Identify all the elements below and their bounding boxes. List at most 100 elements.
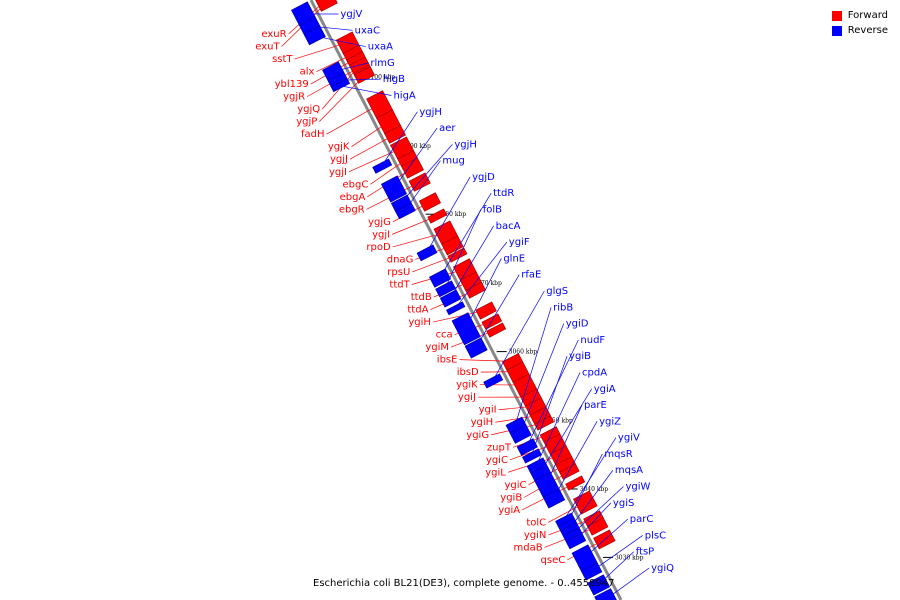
reverse-gene-arrow[interactable] xyxy=(594,588,618,600)
gene-label: ygjV xyxy=(340,9,362,20)
gene-label: ygjI xyxy=(372,229,390,240)
gene-label: ygiC xyxy=(486,455,508,466)
genome-axis xyxy=(309,0,623,600)
reverse-gene-arrow[interactable] xyxy=(542,488,566,509)
gene-label: cpdA xyxy=(582,367,607,378)
genome-caption: Escherichia coli BL21(DE3), complete gen… xyxy=(313,578,615,589)
gene-label: glnE xyxy=(503,253,525,264)
reverse-gene-arrow[interactable] xyxy=(416,244,438,262)
gene-label: mug xyxy=(442,156,464,167)
reverse-gene-arrow[interactable] xyxy=(483,373,504,389)
gene-label: ygiI xyxy=(479,405,497,416)
gene-label: ribB xyxy=(553,302,573,313)
reverse-gene-arrow[interactable] xyxy=(435,280,457,298)
legend: Forward Reverse xyxy=(831,8,888,38)
gene-label: higA xyxy=(393,90,415,101)
gene-label: ebgC xyxy=(343,179,369,190)
reverse-gene-group: ygjVuxaCuxaArlmGhigBhigAygjHaerygjHmugyg… xyxy=(291,1,674,600)
reverse-gene-arrow[interactable] xyxy=(509,424,532,444)
gene-label-leader xyxy=(492,290,545,382)
gene-label-leader xyxy=(480,371,519,373)
gene-label-leader xyxy=(568,470,614,530)
gene-label-leader xyxy=(530,356,568,457)
reverse-gene-arrow[interactable] xyxy=(522,448,542,464)
tick-label: 3100 kbp xyxy=(367,74,396,81)
gene-label-leader xyxy=(308,25,353,31)
gene-label: ygjD xyxy=(472,172,495,183)
reverse-gene-arrow[interactable] xyxy=(429,268,452,288)
gene-label-leader xyxy=(539,388,593,474)
gene-label-leader xyxy=(351,121,390,148)
gene-label-leader xyxy=(604,567,650,600)
gene-label-leader xyxy=(392,215,439,235)
reverse-gene-arrow[interactable] xyxy=(464,337,488,359)
gene-label: qseC xyxy=(541,555,566,566)
gene-label: glgS xyxy=(546,286,568,297)
gene-label: mqsA xyxy=(615,465,643,476)
forward-swatch xyxy=(831,10,842,21)
gene-label-leader xyxy=(514,307,552,426)
reverse-gene-arrow[interactable] xyxy=(516,438,538,456)
gene-label: fadH xyxy=(301,129,325,140)
reverse-gene-arrow[interactable] xyxy=(380,175,408,203)
gene-label-leader xyxy=(392,127,438,190)
gene-label: parE xyxy=(584,400,607,411)
forward-gene-arrow[interactable] xyxy=(315,0,338,12)
gene-label: rfaE xyxy=(521,270,541,281)
gene-label: ygiJ xyxy=(458,392,476,403)
gene-label: ygjI xyxy=(329,167,347,178)
gene-label: ygiQ xyxy=(651,563,674,574)
tick-label: 3040 kbp xyxy=(580,486,609,493)
gene-label-leader xyxy=(535,372,581,467)
gene-label: ygiB xyxy=(500,492,522,503)
gene-label-leader xyxy=(392,231,447,248)
gene-label: mdaB xyxy=(513,542,542,553)
gene-label-leader xyxy=(566,453,603,525)
gene-label: ygiH xyxy=(408,317,431,328)
gene-label-leader xyxy=(332,62,369,73)
gene-label-leader xyxy=(444,209,482,290)
gene-label-leader xyxy=(313,35,366,47)
gene-label-leader xyxy=(552,421,598,500)
gene-label: ygiC xyxy=(504,480,526,491)
gene-label-leader xyxy=(349,133,397,160)
gene-label: ygjK xyxy=(328,142,350,153)
gene-label-leader xyxy=(498,405,537,411)
reverse-gene-arrow[interactable] xyxy=(330,78,351,93)
reverse-gene-arrow[interactable] xyxy=(446,301,466,316)
gene-label: exuT xyxy=(255,42,280,53)
gene-label-leader xyxy=(519,323,565,435)
gene-label: ygiM xyxy=(425,342,449,353)
reverse-gene-arrow[interactable] xyxy=(394,202,416,220)
gene-label-leader xyxy=(412,254,459,273)
gene-label-leader xyxy=(459,359,514,362)
gene-label: ibsD xyxy=(457,367,479,378)
gene-label-leader xyxy=(597,551,634,586)
gene-label: rlmG xyxy=(370,58,394,69)
gene-label: ygjH xyxy=(454,139,477,150)
gene-label: uxaC xyxy=(355,25,380,36)
legend-reverse-label: Reverse xyxy=(847,25,888,36)
gene-label: ygiS xyxy=(613,498,634,509)
gene-label: aer xyxy=(439,123,456,134)
gene-label: ebgA xyxy=(340,192,366,203)
gene-label: ygjR xyxy=(283,92,305,103)
gene-label-leader xyxy=(454,241,508,310)
gene-label: rpoD xyxy=(366,242,391,253)
tick-label: 3050 kbp xyxy=(544,418,573,425)
reverse-gene-arrow[interactable] xyxy=(439,289,462,308)
gene-label-leader xyxy=(526,339,579,448)
gene-label: alx xyxy=(300,67,315,78)
gene-label-leader xyxy=(425,176,471,254)
gene-label: folB xyxy=(483,205,502,216)
reverse-gene-arrow[interactable] xyxy=(451,312,481,346)
gene-label-leader xyxy=(590,535,643,573)
reverse-gene-arrow[interactable] xyxy=(372,158,393,174)
gene-label: ygiL xyxy=(485,467,506,478)
gene-label-leader xyxy=(465,258,502,330)
gene-label-leader xyxy=(474,274,520,349)
reverse-swatch xyxy=(831,25,842,36)
gene-label-leader xyxy=(432,309,488,323)
reverse-gene-arrow[interactable] xyxy=(303,25,326,46)
